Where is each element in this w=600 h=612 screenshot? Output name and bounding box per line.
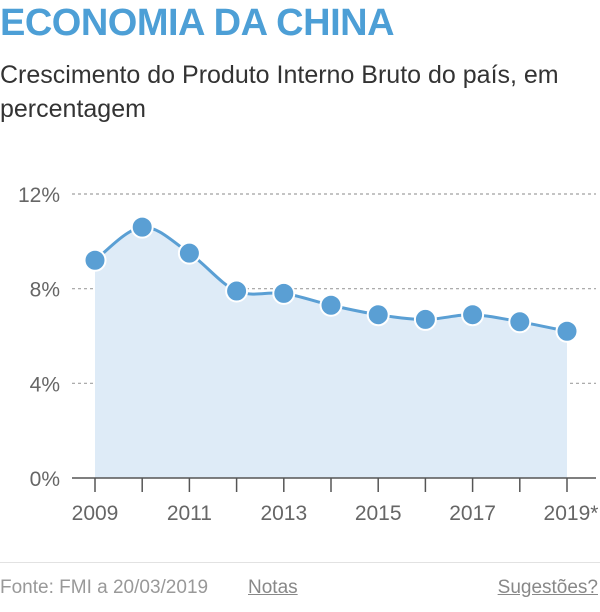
y-axis-labels: 0% 4% 8% 12% xyxy=(18,184,60,491)
x-tick-label: 2009 xyxy=(72,502,119,525)
y-tick-label: 8% xyxy=(30,279,60,302)
x-tick-label: 2019* xyxy=(544,502,599,525)
chart-title: ECONOMIA DA CHINA xyxy=(0,2,395,44)
y-tick-label: 4% xyxy=(30,373,60,396)
data-point-2019 xyxy=(555,319,579,343)
y-tick-label: 0% xyxy=(30,468,60,491)
data-point-2010 xyxy=(130,215,154,239)
data-point-2014 xyxy=(319,293,343,317)
suggestions-link[interactable]: Sugestões? xyxy=(497,577,598,598)
data-point-2017 xyxy=(461,303,485,327)
notes-link[interactable]: Notas xyxy=(248,577,298,598)
footer-divider xyxy=(0,562,600,563)
footer: Fonte: FMI a 20/03/2019 Notas Sugestões? xyxy=(0,577,600,605)
data-point-2009 xyxy=(83,248,107,272)
data-point-2018 xyxy=(508,310,532,334)
data-point-2012 xyxy=(225,279,249,303)
gdp-growth-chart: 0% 4% 8% 12% 2009 2011 2013 2015 2017 2019* xyxy=(18,184,599,525)
chart-subtitle: Crescimento do Produto Interno Bruto do … xyxy=(0,61,559,123)
x-tick-label: 2015 xyxy=(355,502,402,525)
x-tick-label: 2013 xyxy=(260,502,307,525)
data-points xyxy=(83,215,579,343)
data-point-2011 xyxy=(177,241,201,265)
source-text: Fonte: FMI a 20/03/2019 xyxy=(0,577,209,598)
x-axis xyxy=(72,477,596,492)
data-point-2013 xyxy=(272,281,296,305)
x-tick-label: 2017 xyxy=(449,502,496,525)
data-point-2015 xyxy=(366,303,390,327)
x-tick-label: 2011 xyxy=(167,502,212,525)
area-fill xyxy=(95,227,567,478)
y-tick-label: 12% xyxy=(18,184,60,207)
data-point-2016 xyxy=(413,307,437,331)
x-axis-labels: 2009 2011 2013 2015 2017 2019* xyxy=(72,502,599,525)
